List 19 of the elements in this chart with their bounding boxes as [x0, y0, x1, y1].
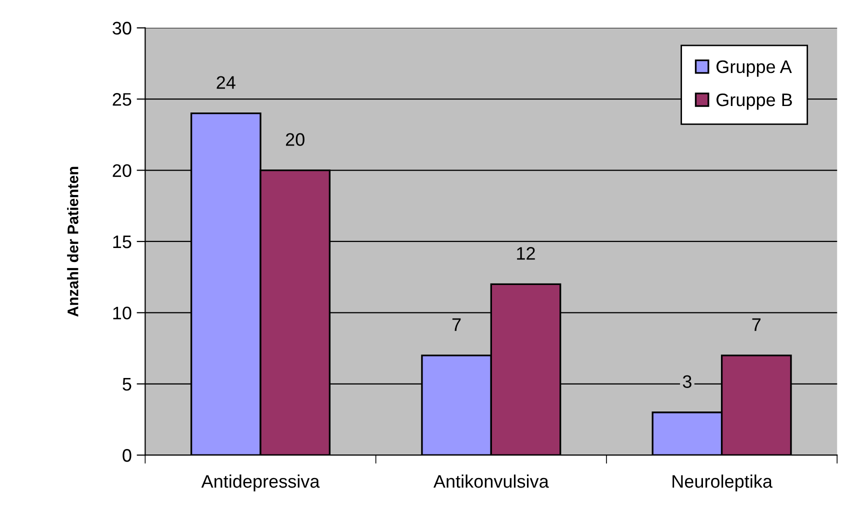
data-label: 20 [286, 133, 304, 146]
y-tick-label: 30 [112, 22, 132, 35]
y-tick-label: 10 [113, 306, 132, 320]
y-tick-label: 25 [112, 93, 132, 106]
y-tick-label: 5 [122, 378, 132, 391]
x-tick-label: Neuroleptika [672, 474, 772, 492]
legend-label: Gruppe B [716, 93, 792, 110]
data-label: 7 [752, 318, 761, 331]
y-tick-label: 20 [112, 164, 132, 177]
data-label: 24 [216, 76, 236, 89]
data-label: 7 [452, 318, 461, 331]
y-tick-label: 15 [113, 236, 132, 248]
y-tick-label: 0 [122, 449, 132, 462]
x-tick-label: Antidepressiva [201, 474, 320, 492]
x-tick-label: Antikonvulsiva [433, 474, 549, 488]
legend-label: Gruppe A [716, 60, 792, 77]
data-label: 3 [682, 375, 692, 388]
y-axis-title: Anzahl der Patienten [67, 166, 78, 317]
data-label: 12 [517, 247, 535, 260]
